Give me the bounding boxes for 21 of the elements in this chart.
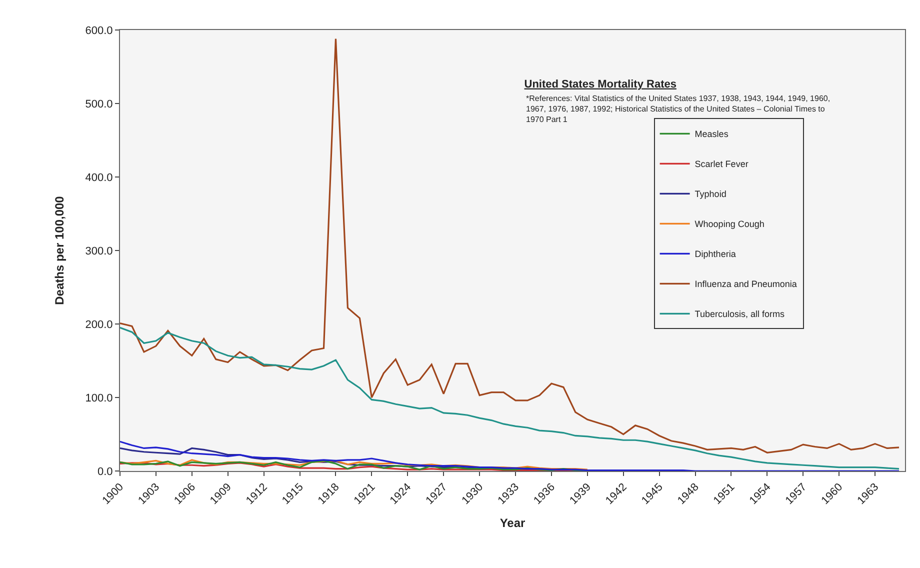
y-tick-label: 200.0 — [85, 318, 113, 331]
y-tick-label: 400.0 — [85, 172, 113, 184]
legend-label: Diphtheria — [694, 249, 736, 260]
legend-label: Scarlet Fever — [694, 159, 748, 170]
line-series — [120, 38, 900, 454]
y-tick-label: 100.0 — [85, 392, 113, 404]
legend-label: Whooping Cough — [694, 219, 764, 230]
line-series — [120, 326, 900, 470]
legend-label: Typhoid — [694, 189, 726, 200]
legend-label: Tuberculosis, all forms — [694, 309, 785, 320]
annotation: *References: Vital Statistics of the United States 1937, 1938, 1943, 1944, 1949, 1960, 1967, 1976, 1987, 1992; Historical Statistics of the United States – Colonial Times to 1970 Part 1 — [526, 94, 830, 124]
x-axis-title: Year — [500, 516, 526, 530]
line-series — [120, 440, 900, 471]
y-tick-label: 600.0 — [85, 24, 113, 37]
legend-label: Influenza and Pneumonia — [694, 279, 797, 290]
y-tick-label: 0.0 — [98, 466, 113, 478]
y-tick-label: 500.0 — [85, 98, 113, 110]
y-tick-label: 300.0 — [85, 245, 113, 258]
text: United States Mortality Rates — [524, 78, 676, 90]
legend-label: Measles — [694, 129, 729, 140]
y-axis-title: Deaths per 100,000 — [52, 196, 67, 305]
